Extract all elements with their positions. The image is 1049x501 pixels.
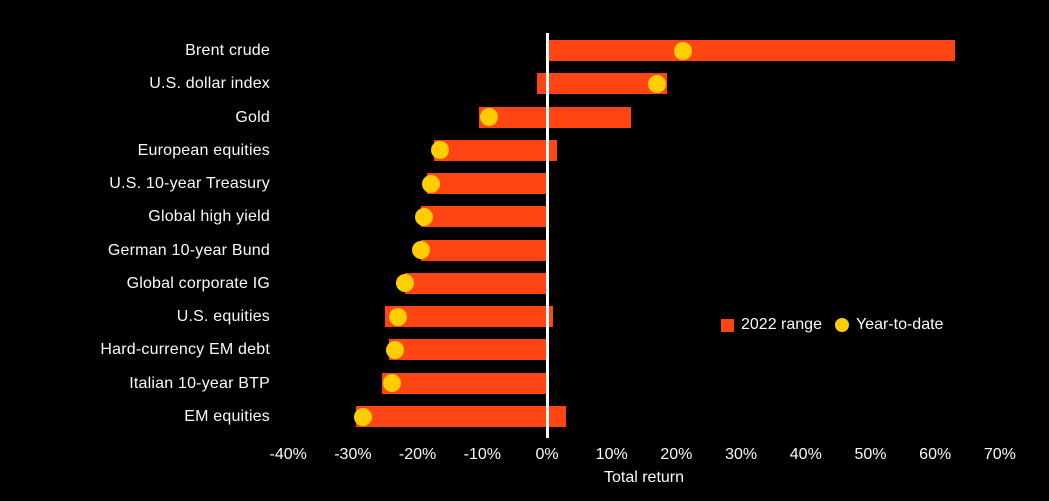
x-tick-label: 50% [854,446,887,463]
category-label-u-s-10-year-treasury: U.S. 10-year Treasury [109,175,270,193]
ytd-dot-global-corporate-ig [395,274,414,293]
range-bar-german-10-year-bund [420,239,547,261]
x-tick-label: 10% [595,446,628,463]
legend-year-to-date-dot-icon [834,318,849,332]
legend-2022-range-label: 2022 range [741,316,822,333]
ytd-dot-u-s-equities [389,307,408,326]
x-tick-label: -40% [269,446,307,463]
x-tick-label: 70% [983,446,1016,463]
legend: 2022 range Year-to-date [721,316,943,334]
range-bar-hard-currency-em-debt [388,339,547,361]
legend-2022-range-swatch-icon [721,318,734,332]
category-label-u-s-dollar-index: U.S. dollar index [149,75,270,93]
range-bar-italian-10-year-btp [382,372,547,394]
x-tick-label: -30% [334,446,372,463]
category-label-gold: Gold [235,108,270,126]
range-bar-gold [479,106,632,128]
ytd-dot-u-s-10-year-treasury [421,174,440,193]
x-tick-label: 60% [919,446,952,463]
ytd-dot-hard-currency-em-debt [386,340,404,359]
ytd-dot-italian-10-year-btp [382,374,401,393]
ytd-dot-german-10-year-bund [411,241,430,260]
ytd-dot-gold [479,108,498,126]
category-label-brent-crude: Brent crude [185,42,270,59]
range-bar-global-high-yield [420,206,547,228]
category-label-global-high-yield: Global high yield [148,208,270,226]
category-label-italian-10-year-btp: Italian 10-year BTP [129,374,270,392]
x-tick-label: -20% [398,446,437,463]
category-label-hard-currency-em-debt: Hard-currency EM debt [100,341,270,359]
range-bar-brent-crude [547,40,955,61]
range-bar-u-s-equities [385,306,554,328]
category-label-global-corporate-ig: Global corporate IG [126,274,270,292]
x-tick-label: 20% [660,446,693,463]
ytd-dot-u-s-dollar-index [648,74,666,93]
ytd-dot-european-equities [431,141,450,160]
range-bar-u-s-10-year-treasury [427,173,547,195]
range-bar-u-s-dollar-index [537,73,667,95]
category-label-german-10-year-bund: German 10-year Bund [107,241,270,259]
zero-axis-line [546,33,549,438]
x-axis-title: Total return [603,469,685,486]
ytd-dot-global-high-yield [415,207,434,226]
ytd-dot-brent-crude [673,41,692,60]
range-bar-em-equities [356,406,567,427]
x-tick-label: 0% [535,446,559,463]
category-label-u-s-equities: U.S. equities [176,308,270,326]
range-bar-european-equities [433,139,557,161]
x-tick-label: 30% [725,446,758,463]
legend-year-to-date-label: Year-to-date [855,316,944,333]
x-tick-label: 40% [789,446,822,463]
ytd-dot-em-equities [353,407,372,426]
category-label-em-equities: EM equities [184,408,270,425]
category-label-european-equities: European equities [137,141,270,159]
range-bar-global-corporate-ig [404,272,547,294]
x-tick-label: -10% [463,446,501,463]
